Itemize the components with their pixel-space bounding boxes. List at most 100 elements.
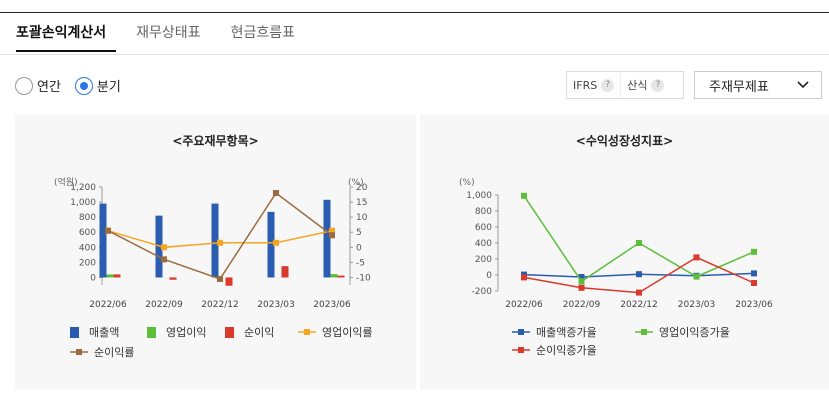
point-영업이익률: [161, 244, 167, 251]
ifrs-help-icon[interactable]: ?: [601, 78, 615, 92]
left-tick-label: 1,200: [70, 183, 96, 193]
bar-순이익: [281, 266, 289, 278]
x-tick-label: 2022/06: [89, 300, 127, 310]
point-순이익증가율: [521, 274, 527, 281]
statement-type-select[interactable]: 주재무제표: [694, 71, 822, 99]
point-영업이익증가율: [751, 248, 757, 255]
legend-net-margin: 순이익률: [70, 344, 134, 360]
legend-revenue: 매출액: [70, 324, 119, 340]
point-순이익률: [217, 275, 223, 282]
radio-annual-circle[interactable]: [15, 76, 33, 95]
ifrs-toggle[interactable]: IFRS ?: [567, 72, 620, 98]
right-axis-unit: (%): [348, 178, 364, 188]
left-tick-label: 800: [79, 213, 96, 223]
point-영업이익증가율: [693, 273, 700, 280]
legend-revenue-label: 매출액: [89, 326, 120, 339]
legend-operating-margin-swatch: [298, 329, 316, 335]
legend-net-income-swatch: [225, 326, 234, 338]
point-순이익증가율: [751, 280, 757, 286]
left-tick-label: 600: [79, 228, 96, 238]
x-tick-label: 2023/03: [257, 300, 294, 310]
profitability-growth-chart: (%) 1,000 800 600 400 200 0 -200 2022/06 2022/0…: [459, 178, 773, 310]
x-tick-label: 2022/12: [201, 300, 238, 310]
legend-operating-profit-growth-label: 영업이익증가율: [659, 326, 730, 339]
bar-순이익: [113, 274, 121, 278]
x-tick-label: 2023/06: [735, 300, 773, 310]
legend-net-income-growth-swatch: [512, 347, 530, 353]
key-financials-chart: (억원) (%) 1,200 1,000 800 600 400 200 0 20 15 10 5 0…: [54, 176, 371, 310]
line-영업이익증가율: [523, 195, 755, 283]
line-순이익률: [107, 191, 333, 280]
left-axis-unit: (억원): [54, 176, 78, 188]
bar-매출액: [211, 203, 219, 278]
bar-순이익: [337, 275, 345, 278]
legend-net-income: 순이익: [225, 324, 274, 340]
formula-help-icon[interactable]: ?: [651, 78, 665, 92]
point-순이익증가율: [693, 254, 700, 261]
statement-type-value: 주재무제표: [709, 79, 769, 95]
chevron-down-icon: [797, 81, 809, 89]
legend-revenue-growth-swatch: [512, 329, 530, 335]
radio-quarterly-label: 분기: [96, 80, 121, 95]
radio-quarterly-circle[interactable]: [74, 76, 93, 95]
left-tick-label: 1,000: [70, 198, 96, 208]
radio-quarterly[interactable]: 분기: [74, 76, 121, 95]
legend-operating-profit-swatch: [147, 326, 156, 338]
bar-영업이익: [330, 274, 338, 278]
bar-순이익: [169, 277, 177, 280]
y-tick-label: 200: [475, 255, 492, 265]
y-tick-label: 400: [475, 239, 492, 249]
left-tick-label: 0: [90, 273, 96, 283]
y-tick-label: 1,000: [466, 191, 492, 201]
y-tick-label: 0: [486, 271, 492, 281]
legend-operating-profit-label: 영업이익: [166, 326, 207, 339]
point-영업이익증가율: [636, 240, 642, 246]
legend-operating-margin: 영업이익률: [298, 324, 373, 340]
legend-operating-profit-growth-swatch: [635, 329, 653, 335]
x-tick-label: 2022/09: [563, 300, 601, 310]
formula-label: 산식: [627, 79, 648, 92]
point-순이익률: [273, 190, 279, 197]
legend-operating-profit-growth: 영업이익증가율: [635, 324, 730, 340]
legend-revenue-growth: 매출액증가율: [512, 324, 597, 340]
radio-annual[interactable]: 연간: [15, 76, 61, 95]
bar-매출액: [267, 211, 275, 278]
point-매출액증가율: [751, 270, 757, 277]
x-tick-label: 2023/03: [678, 300, 715, 310]
point-영업이익률: [217, 239, 223, 246]
radio-annual-label: 연간: [37, 80, 61, 95]
tab-balance-sheet[interactable]: 재무상태표: [136, 25, 201, 41]
period-radio-group: 연간 분기: [15, 76, 135, 95]
tab-cash-flow[interactable]: 현금흐름표: [230, 25, 295, 41]
point-순이익증가율: [578, 284, 585, 291]
right-tick-label: -10: [356, 273, 371, 283]
right-tick-label: 15: [356, 198, 367, 208]
left-tick-label: 400: [79, 243, 96, 253]
y-tick-label: -200: [472, 287, 493, 297]
legend-revenue-growth-label: 매출액증가율: [536, 326, 597, 339]
tab-income-statement[interactable]: 포괄손익계산서: [16, 25, 107, 41]
point-영업이익률: [273, 239, 279, 246]
active-tab-indicator: [16, 50, 116, 52]
legend-operating-margin-label: 영업이익률: [322, 326, 373, 339]
y-tick-label: 800: [475, 207, 492, 217]
legend-net-income-label: 순이익: [244, 326, 275, 339]
right-tick-label: 0: [356, 243, 362, 253]
point-영업이익률: [329, 227, 335, 234]
bar-매출액: [99, 203, 107, 278]
point-매출액증가율: [578, 274, 585, 280]
legend-net-income-growth: 순이익증가율: [512, 342, 597, 358]
legend-net-income-growth-label: 순이익증가율: [536, 344, 597, 357]
point-순이익률: [329, 232, 335, 239]
point-매출액증가율: [636, 271, 642, 278]
point-영업이익증가율: [521, 192, 527, 199]
bar-순이익: [225, 277, 233, 286]
formula-toggle[interactable]: 산식 ?: [620, 72, 670, 98]
legend-net-margin-swatch: [70, 349, 88, 355]
x-tick-label: 2022/06: [505, 300, 543, 310]
point-순이익률: [161, 256, 167, 263]
profitability-growth-panel: <수익성장성지표> (%) 1,000 800 600 400 200 0 -200 202…: [420, 114, 829, 390]
right-tick-label: 20: [356, 183, 368, 193]
tab-divider: [0, 54, 829, 55]
profitability-growth-title: <수익성장성지표>: [575, 134, 674, 148]
